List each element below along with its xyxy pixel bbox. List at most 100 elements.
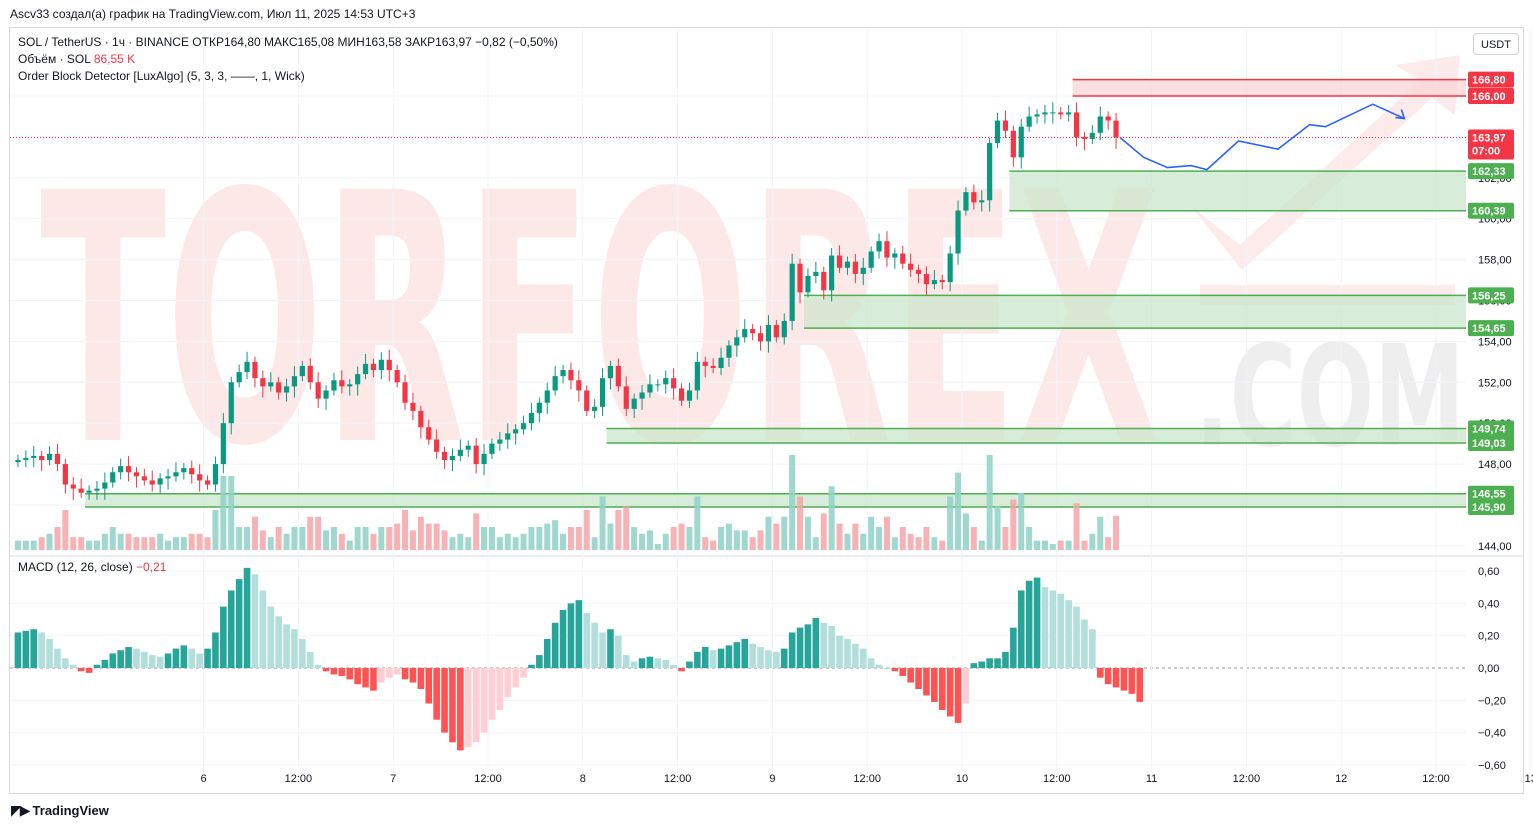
macd-bar [1128, 668, 1136, 694]
macd-bar [385, 668, 393, 678]
candle-bull [23, 457, 29, 460]
volume-bar [939, 540, 946, 550]
candle-bear [1002, 120, 1009, 131]
volume-bar [725, 523, 732, 550]
currency-button[interactable]: USDT [1473, 33, 1519, 55]
candle-bear [1073, 112, 1080, 137]
last-price-tag-bg [1468, 129, 1514, 160]
volume-bar [220, 476, 227, 550]
volume-bar [686, 527, 693, 550]
candle-bull [489, 443, 495, 454]
volume-bar [299, 527, 306, 550]
volume-bar [165, 540, 172, 550]
volume-bar [1002, 527, 1009, 550]
volume-bar [560, 533, 567, 550]
candle-bull [94, 488, 100, 491]
candle-bull [86, 490, 92, 493]
volume-bar [1073, 503, 1080, 550]
macd-bar [923, 668, 930, 696]
chart-panel[interactable] [9, 27, 1524, 794]
volume-bar [62, 510, 69, 550]
macd-bar [575, 600, 583, 668]
macd-bar [701, 647, 709, 668]
macd-bar [852, 643, 859, 668]
watermark: TORFOREX .COM [40, 55, 1465, 522]
macd-bar [859, 648, 867, 668]
macd-bar [599, 632, 606, 668]
macd-bar [520, 668, 527, 678]
macd-bar [38, 632, 45, 668]
volume-bar [575, 527, 582, 550]
candle-bull [46, 453, 53, 460]
support-zone [85, 493, 1467, 508]
macd-bar [994, 658, 1001, 668]
candle-bull [31, 455, 37, 458]
zone-bottom-tag: 149,03 [1468, 435, 1514, 452]
macd-bar [867, 658, 875, 668]
volume-bar [567, 527, 574, 550]
volume-bar [109, 527, 116, 550]
macd-bar [77, 668, 85, 672]
zone-bottom-tag-text: 145,90 [1472, 502, 1506, 514]
candle-bear [394, 370, 400, 383]
candle-bear [473, 445, 479, 465]
time-tick-label: 13 [1525, 773, 1533, 785]
macd-bar [441, 668, 448, 733]
macd-bar [780, 648, 788, 668]
macd-bar [615, 635, 622, 668]
macd-bar [449, 668, 456, 743]
macd-bar [30, 629, 38, 668]
volume-bar [765, 516, 772, 550]
macd-bar [243, 567, 251, 668]
volume-bar [1057, 540, 1064, 550]
candle-bull [536, 402, 542, 413]
volume-bar [1026, 527, 1033, 550]
zone-bottom-tag: 145,90 [1468, 499, 1514, 516]
price-tick-label: 148,00 [1478, 459, 1512, 471]
candle-bull [236, 372, 242, 383]
candle-bull [892, 253, 898, 258]
macd-bar [425, 668, 433, 704]
macd-legend: MACD (12, 26, close) −0,21 [18, 559, 166, 576]
candle-bull [355, 374, 361, 385]
candle-bull [829, 255, 835, 291]
macd-bar [907, 668, 914, 683]
macd-bar [125, 647, 132, 668]
candle-bear [70, 484, 76, 489]
zone-bottom-tag: 160,39 [1468, 202, 1514, 219]
candle-bull [726, 345, 732, 358]
candle-bear [915, 269, 922, 274]
macd-bar [204, 648, 211, 668]
volume-bar [883, 516, 890, 550]
candle-bull [15, 459, 21, 463]
macd-bar [528, 664, 535, 668]
candle-bull [244, 361, 250, 373]
volume-bar [891, 537, 898, 550]
candle-bull [544, 390, 550, 403]
macd-bar [678, 668, 685, 672]
support-zone [1009, 171, 1466, 211]
volume-bar [931, 537, 938, 550]
volume-bar [789, 455, 796, 550]
macd-bar [954, 668, 962, 723]
volume-bar [1089, 533, 1096, 550]
volume-bar [46, 533, 53, 550]
tradingview-logo[interactable]: ◤▶ TradingView [11, 802, 109, 819]
zone-bottom-tag-bg [1468, 202, 1514, 219]
volume-bar [38, 537, 45, 550]
macd-legend-title: MACD (12, 26, close) [18, 560, 133, 574]
volume-bar [781, 516, 788, 550]
time-tick-label: 11 [1146, 773, 1157, 785]
zone-bottom-tag-text: 160,39 [1472, 206, 1506, 218]
zone-top-tag: 149,74 [1468, 420, 1514, 437]
volume-bar [101, 533, 108, 550]
zone-bottom-tag-bg [1468, 499, 1514, 516]
candle-bear [1058, 112, 1064, 115]
volume-bar [449, 537, 456, 550]
macd-bar [686, 661, 693, 668]
macd-bar [212, 632, 219, 668]
candle-bear [623, 386, 629, 409]
projection-line [1119, 103, 1405, 171]
macd-tick-label: 0,40 [1478, 598, 1499, 610]
